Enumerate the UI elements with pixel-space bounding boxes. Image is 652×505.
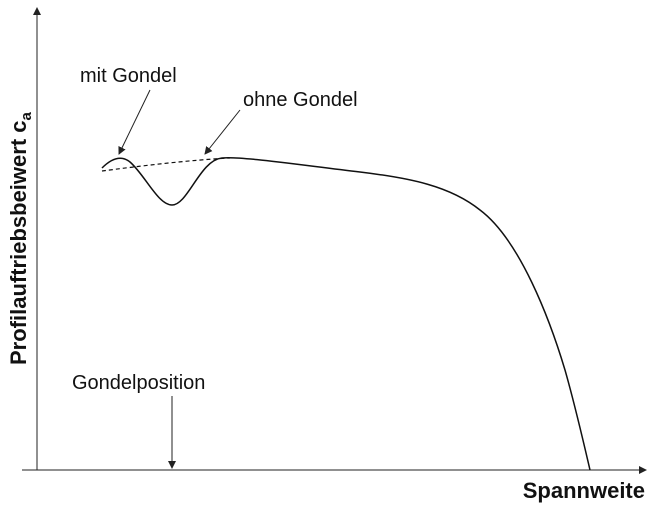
pointer — [204, 109, 241, 155]
pointer — [118, 89, 151, 155]
annotation: Gondelposition — [72, 372, 205, 394]
curve-without-nacelle — [101, 157, 231, 172]
annotation: ohne Gondel — [243, 89, 358, 111]
x-axis-label: Spannweite — [523, 478, 645, 503]
annotation: mit Gondel — [80, 65, 177, 87]
y-axis-label: Profilauftriebsbeiwert ca — [6, 111, 35, 365]
curve-with-nacelle — [101, 156, 591, 471]
